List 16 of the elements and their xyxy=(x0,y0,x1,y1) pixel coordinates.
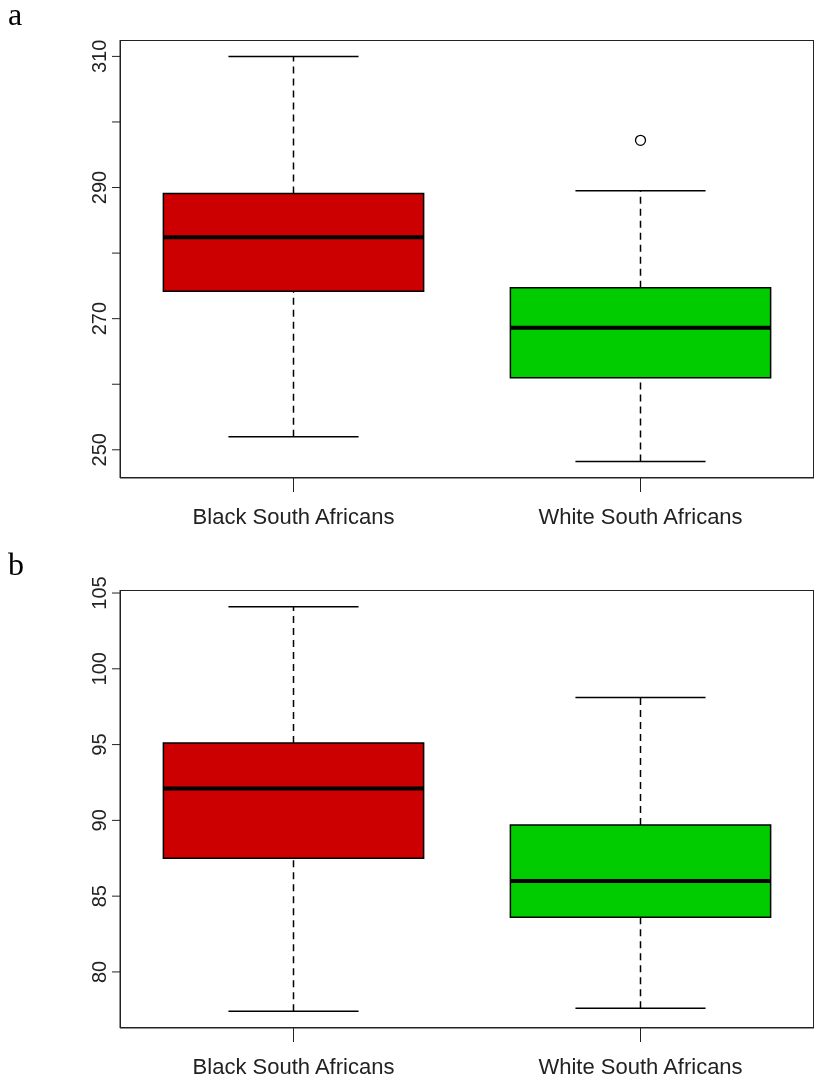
text: b xyxy=(8,546,24,582)
y-tick-label: 250 xyxy=(88,433,110,467)
y-tick-label: 105 xyxy=(88,576,110,610)
y-tick-label: 270 xyxy=(88,301,110,336)
y-tick-label: 290 xyxy=(88,170,110,205)
y-tick-label: 95 xyxy=(88,733,110,756)
x-tick-label: Black South Africans xyxy=(192,1053,395,1079)
x-tick-label: Black South Africans xyxy=(192,503,395,529)
y-tick-label: 85 xyxy=(88,885,110,908)
x-tick-label: White South Africans xyxy=(538,503,743,529)
y-tick-label: 310 xyxy=(88,39,110,74)
y-tick-label: 90 xyxy=(88,809,110,832)
x-tick-label: White South Africans xyxy=(538,1053,743,1079)
y-tick-label: 80 xyxy=(88,960,110,984)
y-tick-label: 100 xyxy=(88,652,110,686)
text: a xyxy=(8,0,23,32)
